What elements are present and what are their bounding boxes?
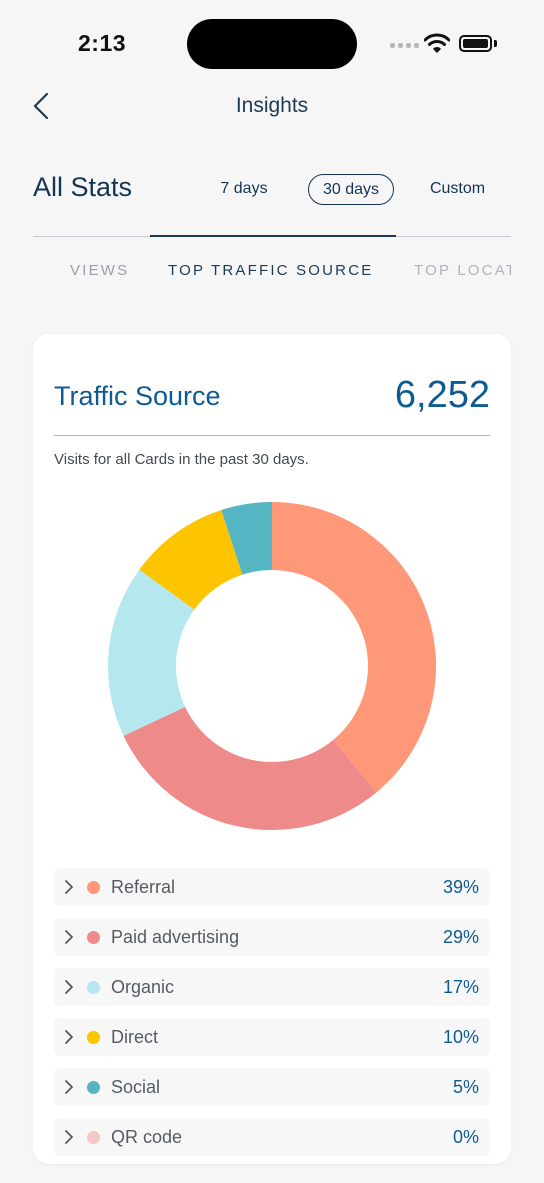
card-subtitle: Visits for all Cards in the past 30 days… (54, 451, 309, 468)
traffic-source-card: Traffic Source 6,252 Visits for all Card… (33, 334, 511, 1164)
cellular-signal-icon (390, 43, 419, 48)
donut-slice-direct[interactable] (139, 510, 243, 610)
legend-percent: 0% (452, 1127, 479, 1147)
legend-label: Social (111, 1077, 161, 1097)
legend-label: QR code (111, 1127, 183, 1147)
tab-views[interactable]: VIEWS (70, 262, 130, 279)
legend-percent: 5% (452, 1077, 479, 1097)
range-30-days-button[interactable]: 30 days (308, 174, 394, 205)
legend-percent: 29% (442, 927, 479, 947)
donut-slice-paid-advertising[interactable] (123, 706, 377, 830)
battery-icon (459, 35, 492, 52)
tab-top-traffic-source[interactable]: TOP TRAFFIC SOURCE (168, 262, 374, 279)
legend-dot (87, 1081, 100, 1094)
legend-row-paid-advertising[interactable]: Paid advertising 29% (54, 918, 490, 956)
legend-dot (87, 881, 100, 894)
battery-cap (494, 40, 497, 47)
status-time: 2:13 (78, 30, 127, 56)
donut-slice-organic[interactable] (108, 569, 195, 736)
legend-row-referral[interactable]: Referral 39% (54, 868, 490, 906)
chevron-left-icon (33, 92, 49, 120)
legend-row-qr-code[interactable]: QR code 0% (54, 1118, 490, 1156)
stats-tabs: VIEWS TOP TRAFFIC SOURCE TOP LOCATIONS (33, 258, 511, 288)
chevron-right-icon (65, 980, 73, 994)
back-button[interactable] (26, 88, 56, 124)
chevron-right-icon (65, 1030, 73, 1044)
legend-row-organic[interactable]: Organic 17% (54, 968, 490, 1006)
range-7-days-button[interactable]: 7 days (220, 180, 268, 197)
legend-label: Paid advertising (111, 927, 240, 947)
traffic-legend: Referral 39% Paid advertising 29% Organi… (54, 868, 490, 1164)
legend-percent: 10% (442, 1027, 479, 1047)
legend-percent: 39% (442, 877, 479, 897)
legend-dot (87, 981, 100, 994)
legend-label: Referral (111, 877, 176, 897)
traffic-donut-chart (108, 502, 436, 830)
total-visits: 6,252 (394, 374, 490, 416)
legend-label: Direct (111, 1027, 159, 1047)
all-stats-heading: All Stats (33, 172, 133, 202)
donut-slice-social[interactable] (221, 502, 272, 575)
status-bar: 2:13 (0, 0, 544, 88)
legend-dot (87, 1131, 100, 1144)
wifi-icon (424, 33, 450, 53)
donut-slice-referral[interactable] (272, 502, 436, 793)
legend-row-direct[interactable]: Direct 10% (54, 1018, 490, 1056)
tab-top-locations[interactable]: TOP LOCATIONS (414, 262, 511, 279)
chevron-right-icon (65, 880, 73, 894)
chevron-right-icon (65, 1080, 73, 1094)
legend-label: Organic (111, 977, 175, 997)
chevron-right-icon (65, 1130, 73, 1144)
legend-dot (87, 931, 100, 944)
legend-row-social[interactable]: Social 5% (54, 1068, 490, 1106)
legend-percent: 17% (442, 977, 479, 997)
dynamic-island (187, 19, 357, 69)
card-divider (54, 435, 490, 436)
active-tab-indicator (150, 235, 396, 237)
range-custom-button[interactable]: Custom (429, 180, 486, 197)
chevron-right-icon (65, 930, 73, 944)
page-title: Insights (235, 94, 309, 117)
card-title: Traffic Source (54, 381, 221, 411)
legend-dot (87, 1031, 100, 1044)
